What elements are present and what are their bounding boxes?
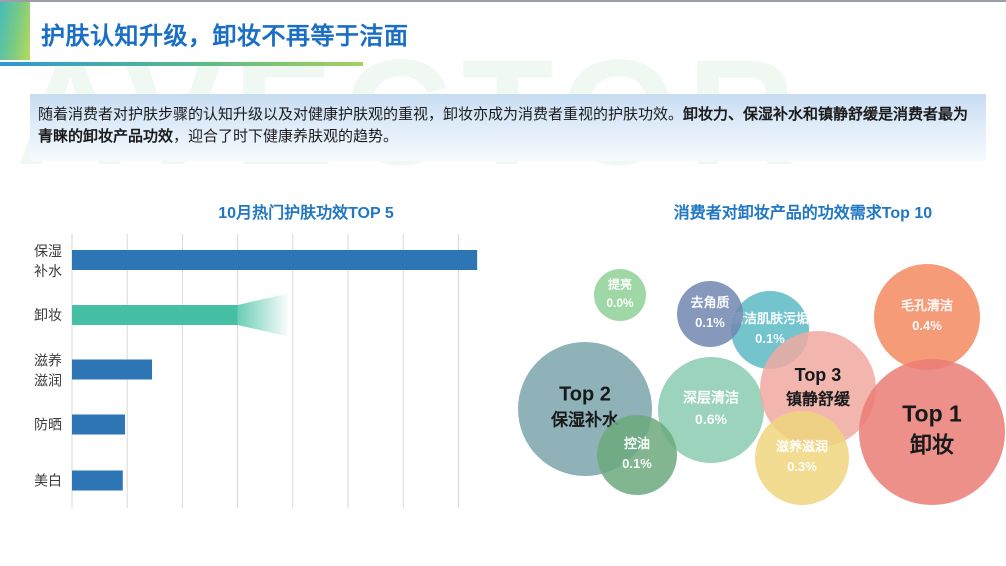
bubble-label-毛孔清洁: 毛孔清洁 0.4% <box>901 298 953 333</box>
bar-卸妆 <box>72 305 238 325</box>
bubble-毛孔清洁 <box>874 264 980 370</box>
title-accent-block <box>0 2 30 60</box>
intro-text-bold: 卸妆力、保湿补水和镇静舒缓是消费者最为青睐的卸妆产品功效 <box>38 106 969 145</box>
bar-防晒 <box>72 414 125 435</box>
bar-chart-title: 10月热门护肤功效TOP 5 <box>218 205 394 222</box>
bubble-label-top2-保湿补水: Top 2 保湿补水 <box>550 384 620 430</box>
bubble-label-top3-镇静舒缓: Top 3 镇静舒缓 <box>786 365 851 409</box>
bubble-label-提亮: 提亮 0.0% <box>606 276 634 310</box>
bubble-label-深层清洁: 深层清洁 0.6% <box>683 390 739 427</box>
intro-box: 随着消费者对护肤步骤的认知升级以及对健康护肤观的重视，卸妆亦成为消费者重视的护肤… <box>30 94 986 161</box>
bar-label: 保湿补水 <box>34 243 62 279</box>
bubble-滋养滋润 <box>755 411 849 505</box>
bar-label: 卸妆 <box>34 307 62 323</box>
title-underline <box>0 62 363 66</box>
bar-滋养滋润 <box>72 359 153 380</box>
bar-label: 美白 <box>34 473 62 489</box>
bubble-label-控油: 控油 0.1% <box>622 436 652 471</box>
bubble-label-清洁肌肤污垢: 清洁肌肤污垢 0.1% <box>731 311 809 346</box>
bar-label: 防晒 <box>34 417 62 433</box>
bubble-chart-title: 消费者对卸妆产品的功效需求Top 10 <box>673 205 933 222</box>
bubble-提亮 <box>594 269 646 321</box>
intro-text-lead: 随着消费者对护肤步骤的认知升级以及对健康护肤观的重视，卸妆亦成为消费者重视的护肤… <box>38 106 684 123</box>
bar-highlight-wedge <box>237 293 291 337</box>
bubble-chart: Top 2 保湿补水 深层清洁 0.6% 控油 0.1% 清洁肌肤污垢 0.1%去角质 0.1%… <box>518 264 1005 505</box>
bar-label: 滋养滋润 <box>34 353 62 389</box>
intro-text-tail: ，迎合了时下健康养肤观的趋势。 <box>173 128 399 145</box>
bubble-深层清洁 <box>658 357 764 463</box>
bar-保湿补水 <box>72 250 478 270</box>
bubble-控油 <box>597 415 677 495</box>
bubble-top1-卸妆 <box>859 359 1005 505</box>
bubble-label-滋养滋润: 滋养滋润 0.3% <box>776 439 828 474</box>
bubble-label-top1-卸妆: Top 1 卸妆 <box>902 401 962 458</box>
bubble-label-去角质: 去角质 0.1% <box>690 295 729 330</box>
bubble-去角质 <box>677 281 743 347</box>
bar-美白 <box>72 470 123 491</box>
page-title: 护肤认知升级，卸妆不再等于洁面 <box>41 23 409 50</box>
